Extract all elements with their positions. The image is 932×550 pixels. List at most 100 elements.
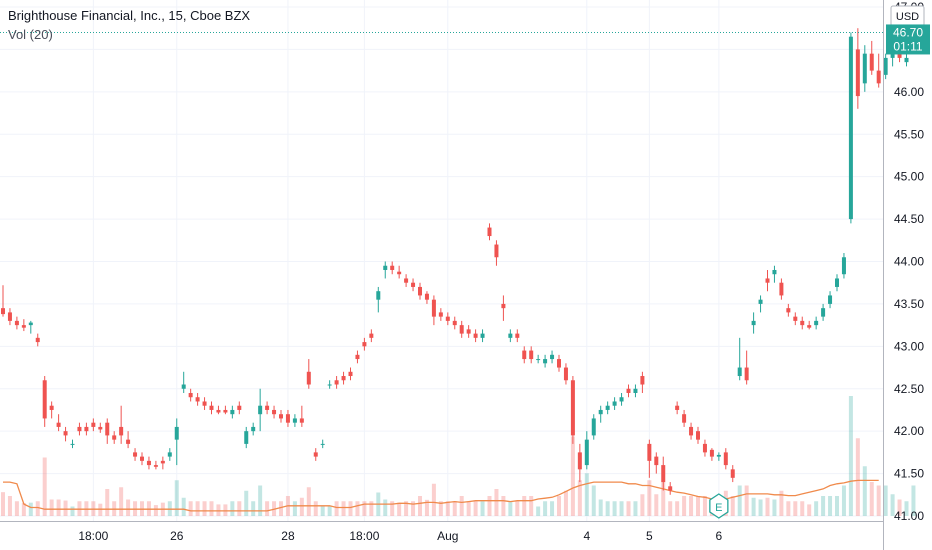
candle-body[interactable] [633, 388, 638, 393]
candle-body[interactable] [14, 320, 19, 326]
candle-body[interactable] [299, 418, 304, 423]
candle-body[interactable] [508, 333, 513, 338]
candle-body[interactable] [424, 293, 429, 300]
candle-body[interactable] [285, 414, 290, 423]
candle-body[interactable] [473, 333, 478, 338]
candle-body[interactable] [661, 465, 666, 483]
volume-indicator-label[interactable]: Vol (20) [8, 27, 53, 42]
candle-body[interactable] [438, 312, 443, 317]
candle-body[interactable] [480, 333, 485, 338]
earnings-marker-icon[interactable] [709, 493, 729, 519]
candle-body[interactable] [550, 354, 555, 360]
candle-body[interactable] [612, 401, 617, 406]
candle-body[interactable] [522, 350, 527, 360]
candle-body[interactable] [119, 426, 124, 436]
candle-body[interactable] [466, 329, 471, 334]
candle-body[interactable] [459, 325, 464, 334]
candle-body[interactable] [487, 227, 492, 237]
candle-body[interactable] [418, 286, 422, 296]
candle-body[interactable] [105, 422, 110, 436]
candle-body[interactable] [598, 409, 603, 415]
candle-body[interactable] [49, 405, 54, 410]
candle-body[interactable] [529, 350, 534, 360]
candle-body[interactable] [306, 371, 311, 385]
candle-body[interactable] [563, 367, 568, 381]
candle-body[interactable] [536, 359, 541, 361]
candle-body[interactable] [390, 265, 395, 270]
candle-body[interactable] [140, 456, 144, 461]
candle-body[interactable] [897, 53, 902, 58]
candle-body[interactable] [230, 409, 235, 415]
candle-body[interactable] [174, 426, 179, 440]
candle-body[interactable] [570, 380, 575, 436]
candle-body[interactable] [181, 384, 186, 389]
candle-body[interactable] [841, 257, 846, 275]
candle-body[interactable] [334, 380, 339, 385]
candle-body[interactable] [605, 405, 610, 410]
candle-body[interactable] [800, 320, 805, 326]
candle-body[interactable] [56, 422, 61, 427]
candle-body[interactable] [327, 384, 332, 386]
candle-body[interactable] [167, 452, 172, 457]
candle-body[interactable] [21, 325, 26, 328]
candle-body[interactable] [98, 426, 103, 430]
candle-body[interactable] [77, 426, 82, 432]
candle-body[interactable] [883, 57, 888, 75]
candle-body[interactable] [543, 359, 548, 364]
candle-body[interactable] [765, 278, 770, 283]
candle-body[interactable] [272, 409, 277, 415]
candle-body[interactable] [668, 486, 673, 491]
candle-body[interactable] [237, 405, 242, 410]
candle-body[interactable] [91, 422, 96, 427]
candle-body[interactable] [209, 405, 214, 410]
candle-body[interactable] [362, 342, 367, 347]
candle-body[interactable] [383, 265, 388, 270]
candle-body[interactable] [244, 431, 249, 444]
candle-body[interactable] [313, 452, 318, 457]
candle-body[interactable] [7, 312, 12, 321]
candle-body[interactable] [355, 354, 360, 360]
candle-body[interactable] [320, 443, 325, 445]
candle-body[interactable] [1, 308, 5, 315]
candle-body[interactable] [411, 282, 416, 287]
candle-body[interactable] [730, 469, 735, 478]
candle-body[interactable] [28, 322, 33, 326]
candle-body[interactable] [814, 320, 819, 326]
candle-body[interactable] [160, 460, 165, 464]
candle-body[interactable] [758, 299, 763, 304]
candle-body[interactable] [619, 397, 624, 402]
candle-body[interactable] [146, 460, 151, 466]
candle-body[interactable] [682, 414, 687, 423]
candle-body[interactable] [647, 443, 652, 461]
candle-body[interactable] [772, 269, 777, 275]
candle-body[interactable] [848, 36, 853, 220]
candle-body[interactable] [70, 443, 75, 445]
candle-body[interactable] [737, 367, 742, 377]
candle-body[interactable] [702, 443, 707, 453]
candle-body[interactable] [126, 439, 131, 444]
candle-body[interactable] [404, 278, 409, 283]
candle-body[interactable] [279, 414, 283, 419]
candle-body[interactable] [744, 367, 749, 381]
candle-body[interactable] [626, 388, 631, 393]
candle-body[interactable] [828, 295, 833, 304]
symbol-title[interactable]: Brighthouse Financial, Inc., 15, Cboe BZ… [8, 8, 251, 23]
candle-body[interactable] [63, 431, 68, 436]
candle-body[interactable] [869, 53, 874, 71]
candle-body[interactable] [195, 397, 200, 402]
candle-body[interactable] [855, 49, 860, 97]
candle-body[interactable] [557, 359, 561, 368]
candle-body[interactable] [675, 405, 680, 410]
candle-body[interactable] [112, 435, 117, 440]
candle-body[interactable] [779, 282, 784, 296]
candle-body[interactable] [709, 449, 714, 457]
candle-body[interactable] [793, 316, 798, 321]
candle-body[interactable] [348, 371, 353, 377]
candle-body[interactable] [133, 452, 138, 457]
candle-body[interactable] [807, 325, 812, 328]
candle-body[interactable] [84, 426, 89, 432]
candle-body[interactable] [501, 303, 506, 309]
candle-body[interactable] [452, 320, 457, 326]
candle-body[interactable] [696, 431, 700, 440]
